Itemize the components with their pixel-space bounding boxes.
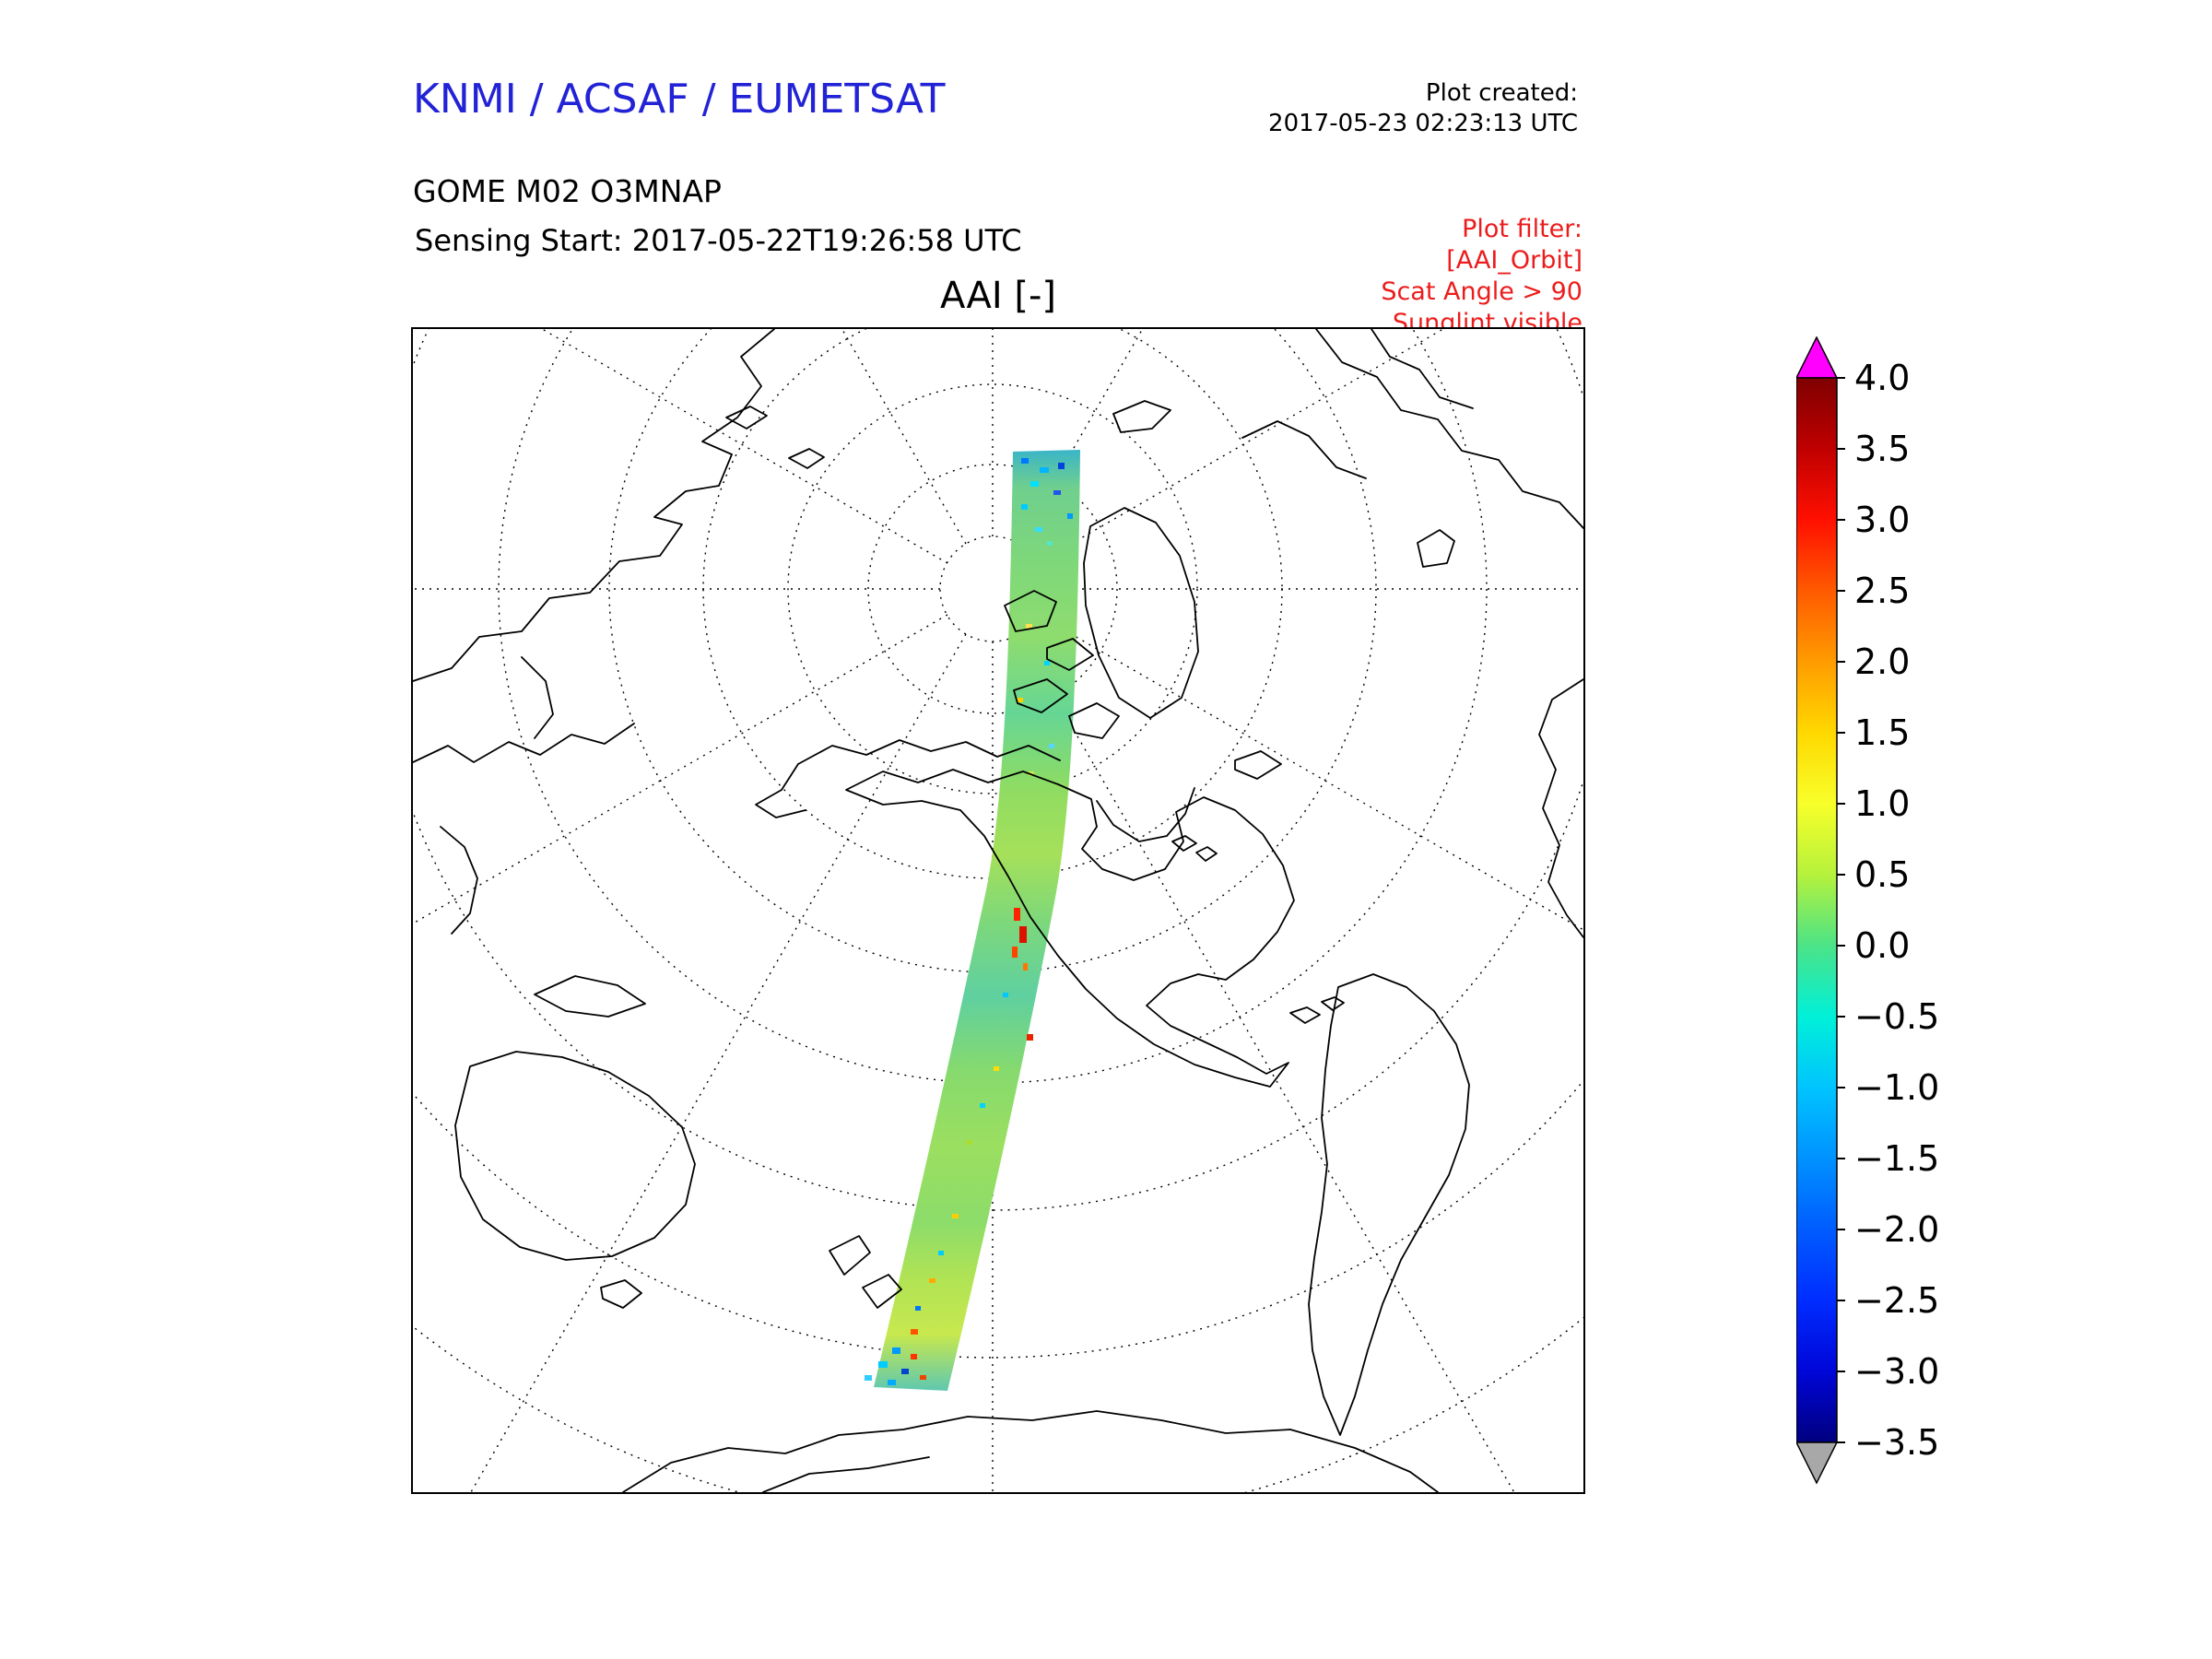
coast-kamchatka xyxy=(521,656,554,739)
coast-siberia xyxy=(413,329,775,682)
satellite-swath xyxy=(865,450,1080,1391)
colorbar-tick-label: 1.5 xyxy=(1854,712,1911,753)
island-tasmania xyxy=(600,1279,642,1309)
coast-hudson-bay xyxy=(1096,787,1195,842)
colorbar-tick-label: 3.0 xyxy=(1854,500,1911,540)
sensing-start-text: Sensing Start: 2017-05-22T19:26:58 UTC xyxy=(415,223,1022,258)
plot-filter-line-2: [AAI_Orbit] xyxy=(1446,246,1583,275)
colorbar-tick-label: 0.5 xyxy=(1854,854,1911,895)
coast-europe xyxy=(1315,329,1583,529)
colorbar-tick-label: −2.5 xyxy=(1854,1280,1940,1321)
colorbar-tick-label: 1.0 xyxy=(1854,783,1911,824)
island-britain xyxy=(1417,529,1455,568)
colorbar-tick-label: 2.0 xyxy=(1854,641,1911,682)
coast-antarctica xyxy=(622,1410,1439,1492)
lake-great-2 xyxy=(1195,846,1218,862)
island-caribbean-2 xyxy=(1321,996,1345,1011)
coast-australia xyxy=(454,1051,696,1261)
colorbar-tick-label: 0.0 xyxy=(1854,925,1911,966)
coast-norway xyxy=(1241,420,1367,479)
plot-created-label: Plot created: xyxy=(1425,79,1578,107)
island-new-zealand-north xyxy=(829,1235,871,1276)
island-svalbard xyxy=(1112,400,1171,433)
island-canadian-arctic-2 xyxy=(1046,638,1094,671)
graticule-meridians xyxy=(413,329,1583,1492)
colorbar-gradient xyxy=(1796,377,1838,1443)
coast-okhotsk xyxy=(413,723,635,763)
island-canadian-arctic-4 xyxy=(1068,702,1120,739)
coast-alaska-north xyxy=(797,739,1061,765)
plot-filter-line-1: Plot filter: xyxy=(1462,215,1583,243)
colorbar-under-arrow xyxy=(1796,1441,1839,1485)
colorbar xyxy=(1796,336,1845,1485)
colorbar-tick-label: 4.0 xyxy=(1854,358,1911,398)
coast-europe-inner xyxy=(1371,329,1474,409)
island-arctic-2 xyxy=(788,448,825,469)
colorbar-tick-label: −3.0 xyxy=(1854,1351,1940,1392)
swath-noise-specks xyxy=(865,458,1073,1385)
colorbar-tick-label: −2.0 xyxy=(1854,1209,1940,1250)
plot-created-block: Plot created: 2017-05-23 02:23:13 UTC xyxy=(1268,78,1578,139)
colorbar-tick-label: 3.5 xyxy=(1854,429,1911,469)
map-frame xyxy=(411,327,1585,1494)
colorbar-tick-label: −1.0 xyxy=(1854,1067,1940,1108)
island-canadian-arctic-3 xyxy=(1013,678,1068,713)
colorbar-over-arrow xyxy=(1796,336,1839,379)
coast-japan xyxy=(440,826,478,935)
island-arctic-1 xyxy=(725,406,768,429)
brand-title: KNMI / ACSAF / EUMETSAT xyxy=(413,76,946,123)
colorbar-tick-label: 2.5 xyxy=(1854,571,1911,611)
coast-alaska-peninsula xyxy=(755,763,806,818)
coast-north-america xyxy=(845,769,1295,1088)
plot-created-value: 2017-05-23 02:23:13 UTC xyxy=(1268,110,1578,137)
swath-body xyxy=(874,450,1080,1391)
coast-greenland xyxy=(1083,507,1199,719)
coast-new-guinea xyxy=(534,975,646,1018)
map-title: AAI [-] xyxy=(940,275,1056,317)
product-title: GOME M02 O3MNAP xyxy=(413,173,722,209)
plot-filter-line-3: Scat Angle > 90 xyxy=(1381,277,1583,306)
continent-outlines xyxy=(413,329,1583,1492)
island-iceland xyxy=(1234,750,1282,780)
island-new-zealand-south xyxy=(862,1274,902,1309)
island-caribbean-1 xyxy=(1289,1006,1321,1024)
lake-great-1 xyxy=(1171,835,1197,852)
coast-antarctica-inner xyxy=(762,1456,930,1492)
colorbar-ticks xyxy=(1837,377,1845,1443)
colorbar-tick-label: −1.5 xyxy=(1854,1138,1940,1179)
island-canadian-arctic-1 xyxy=(1004,590,1057,632)
coast-south-america xyxy=(1308,973,1470,1436)
colorbar-tick-label: −0.5 xyxy=(1854,996,1940,1037)
world-map xyxy=(413,329,1583,1492)
colorbar-tick-label: −3.5 xyxy=(1854,1422,1940,1463)
coast-africa-edge xyxy=(1538,678,1583,938)
